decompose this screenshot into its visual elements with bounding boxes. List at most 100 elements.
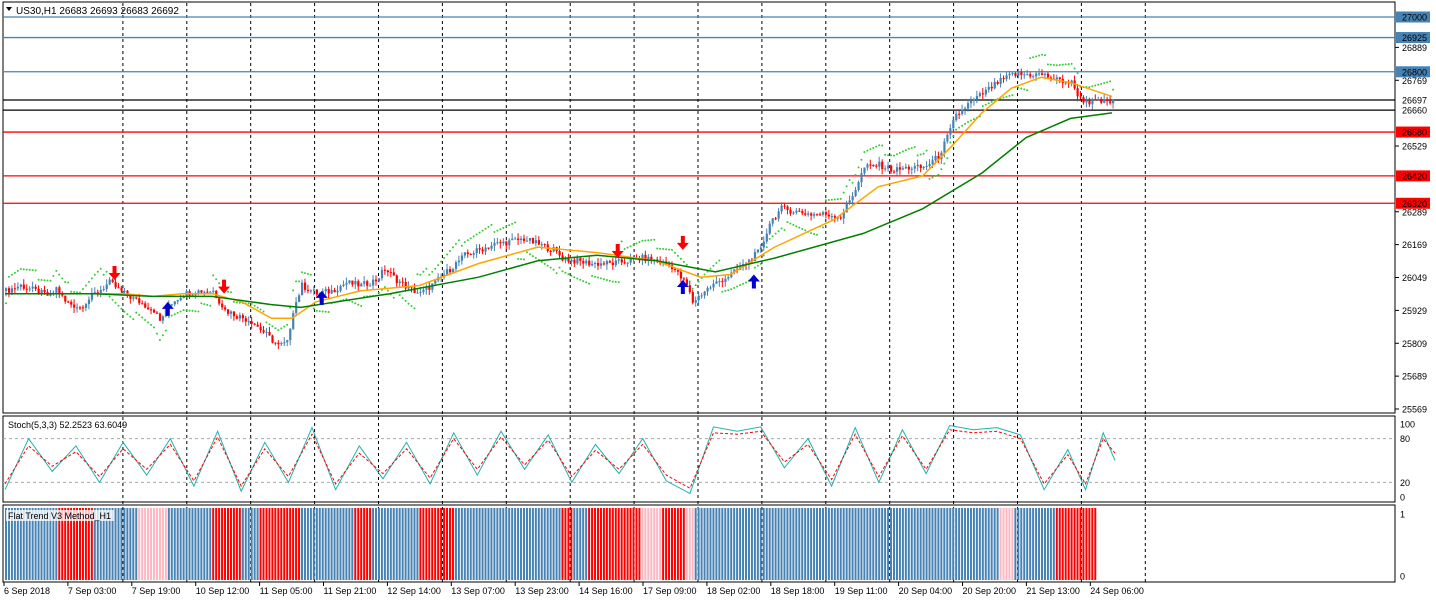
candle-body <box>676 270 680 272</box>
candle-body <box>842 212 845 219</box>
trend-bar <box>469 508 472 580</box>
trend-bar <box>611 508 614 580</box>
sar-dot <box>943 162 946 165</box>
dropdown-triangle-icon[interactable] <box>6 7 12 11</box>
trend-bar <box>37 508 40 580</box>
trend-bar <box>280 508 283 580</box>
candle-body <box>306 289 310 291</box>
trend-bar <box>928 508 931 580</box>
candle-body <box>366 281 369 286</box>
up-arrow-icon <box>747 274 760 289</box>
candle-body <box>975 95 979 100</box>
level-label-text: 27000 <box>1402 13 1427 23</box>
sar-dot <box>931 176 934 179</box>
stoch-panel-frame <box>2 415 1396 503</box>
sar-dot <box>49 279 52 282</box>
sar-dot <box>401 297 404 300</box>
candle-body <box>851 196 854 201</box>
time-tick-label: 11 Sep 21:00 <box>324 586 377 596</box>
trend-bar <box>901 508 904 580</box>
trend-bar <box>153 508 155 580</box>
sar-dot <box>46 279 49 282</box>
sar-dot <box>312 307 315 310</box>
trend-bar <box>605 508 608 580</box>
sar-dot <box>232 300 235 303</box>
sar-dot <box>1023 88 1026 91</box>
trend-bar <box>999 508 1002 580</box>
candle-body <box>972 99 976 102</box>
trend-label: Flat Trend V3 Method_H1 <box>8 511 111 521</box>
candle-body <box>1038 73 1041 75</box>
sar-dot <box>972 118 975 121</box>
trend-bar <box>857 508 860 580</box>
candle-body <box>274 342 277 344</box>
candle-body <box>425 286 428 290</box>
sar-dot <box>111 298 114 301</box>
candle-body <box>475 248 478 254</box>
sar-dot <box>922 152 925 155</box>
sar-dot <box>135 311 138 314</box>
sar-dot <box>531 255 534 258</box>
candle-body <box>460 255 464 261</box>
sar-dot <box>437 264 440 267</box>
trend-bar <box>487 508 490 580</box>
trend-bar <box>129 508 132 580</box>
candle-body <box>31 286 34 289</box>
trend-bar <box>949 508 952 580</box>
candle-body <box>1023 74 1026 76</box>
candle-body <box>407 286 410 289</box>
trend-bar <box>836 508 839 580</box>
candle-body <box>813 214 816 216</box>
sar-dot <box>780 227 783 230</box>
sar-dot <box>19 268 22 271</box>
candle-body <box>508 240 511 246</box>
trend-bar <box>1061 508 1064 580</box>
trend-bar <box>866 508 869 580</box>
sar-dot <box>534 257 537 260</box>
sar-dot <box>428 273 431 276</box>
trend-bar <box>694 508 697 580</box>
sar-dot <box>528 253 531 256</box>
sar-dot <box>123 310 126 313</box>
candle-body <box>907 166 910 170</box>
trend-bar <box>271 508 274 580</box>
sar-dot <box>81 288 84 291</box>
trend-bar <box>209 508 212 580</box>
trend-bar <box>123 508 126 580</box>
candle-body <box>81 307 85 309</box>
trend-bar <box>144 508 147 580</box>
trend-bar <box>357 508 360 580</box>
candle-body <box>573 259 576 264</box>
trend-bar <box>224 508 227 580</box>
candle-body <box>576 258 579 264</box>
sar-dot <box>34 269 37 272</box>
trend-bar <box>206 508 209 580</box>
trend-bar <box>330 508 333 580</box>
trend-bar <box>887 508 890 580</box>
candle-body <box>756 249 760 253</box>
trend-bar <box>706 508 709 580</box>
trend-bar <box>614 508 617 580</box>
trend-bar <box>457 508 460 580</box>
candle-body <box>339 286 342 291</box>
sar-dot <box>247 302 250 305</box>
candle-body <box>392 272 395 276</box>
sar-dot <box>765 246 768 249</box>
sar-dot <box>451 246 454 249</box>
sar-dot <box>1061 63 1064 66</box>
sar-dot <box>422 270 425 273</box>
candle-body <box>582 260 585 264</box>
sar-dot <box>821 226 824 229</box>
candle-body <box>203 291 206 293</box>
trend-bar <box>561 508 564 580</box>
trend-bar <box>105 508 108 580</box>
trend-bar <box>150 508 153 580</box>
candle-body <box>434 280 437 284</box>
candle-body <box>1112 99 1115 104</box>
trend-bar <box>274 508 277 580</box>
candle-body <box>490 245 493 249</box>
candle-body <box>564 258 567 261</box>
sar-dot <box>1100 82 1103 85</box>
candle-body <box>531 237 535 244</box>
